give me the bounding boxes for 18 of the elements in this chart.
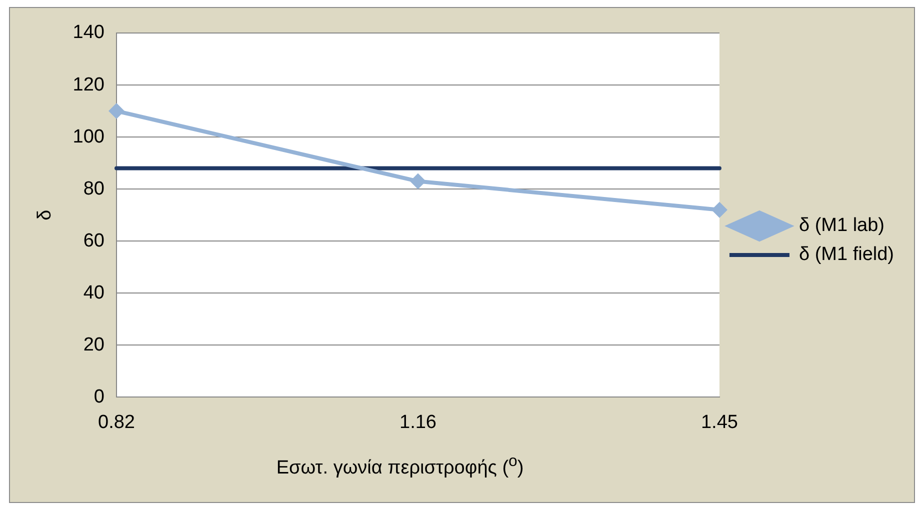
y-tick-label: 80 — [83, 178, 104, 200]
y-tick-label: 120 — [72, 74, 104, 96]
x-tick-label: 0.82 — [98, 412, 135, 433]
y-tick-label: 40 — [83, 282, 104, 304]
x-tick-label: 1.45 — [700, 412, 738, 433]
x-axis-title: Εσωτ. γωνία περιστροφής ($^{o}$) — [275, 453, 525, 480]
point — [108, 103, 124, 120]
legend-label: δ (M1 field) — [798, 244, 894, 266]
y-tick-label: 100 — [72, 126, 104, 148]
y-axis-title: δ — [34, 210, 56, 220]
y-tick-label: 60 — [83, 230, 104, 252]
point — [711, 202, 728, 218]
y-tick-label: 20 — [83, 334, 104, 356]
legend-label: δ (M1 lab) — [798, 215, 885, 236]
y-tick-label: 140 — [72, 22, 104, 44]
point — [410, 173, 426, 190]
y-tick-label: 0 — [94, 386, 104, 408]
x-tick-label: 1.16 — [399, 412, 436, 433]
